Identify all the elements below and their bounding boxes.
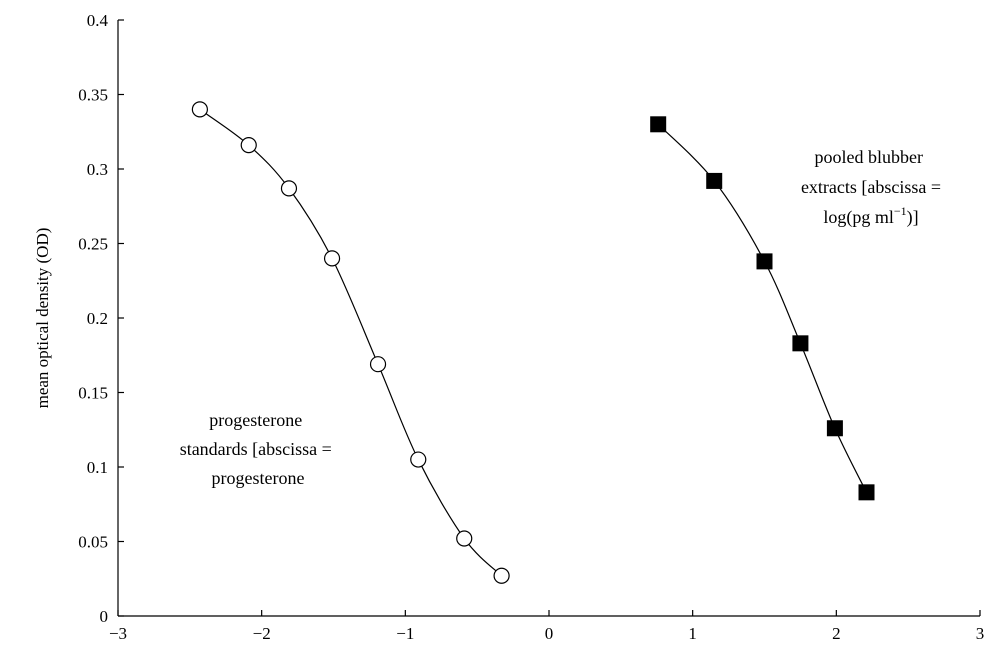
- blubber-annotation-line-2: extracts [abscissa =: [801, 177, 941, 197]
- data-point-filled-square: [827, 420, 843, 436]
- progesterone-annotation-line-2: standards [abscissa =: [180, 439, 332, 459]
- x-tick-label: 2: [832, 624, 841, 643]
- x-tick-label: −1: [396, 624, 414, 643]
- data-point-open-circle: [411, 452, 426, 467]
- y-tick-label: 0.05: [78, 533, 108, 552]
- x-tick-label: 0: [545, 624, 554, 643]
- blubber-annotation-unit: log(pg ml: [823, 207, 894, 228]
- blubber-annotation-line-3: log(pg ml−1)]: [823, 204, 918, 228]
- data-point-filled-square: [706, 173, 722, 189]
- blubber-annotation-exponent: −1: [894, 204, 907, 218]
- y-tick-label: 0.15: [78, 384, 108, 403]
- blubber-annotation-close: )]: [907, 207, 919, 228]
- y-tick-label: 0.25: [78, 235, 108, 254]
- blubber-extracts-points: [650, 116, 874, 500]
- data-point-filled-square: [792, 335, 808, 351]
- x-tick-label: 1: [688, 624, 697, 643]
- data-point-open-circle: [241, 138, 256, 153]
- progesterone-standards-curve: [200, 109, 502, 575]
- progesterone-standards-points: [192, 102, 509, 583]
- progesterone-annotation: progesterone standards [abscissa = proge…: [180, 410, 337, 488]
- y-axis-ticks: 0 0.05 0.1 0.15 0.2 0.25 0.3 0.35 0.4: [78, 11, 124, 626]
- data-point-filled-square: [650, 116, 666, 132]
- data-point-open-circle: [371, 357, 386, 372]
- data-point-filled-square: [757, 253, 773, 269]
- progesterone-annotation-line-3: progesterone: [212, 468, 305, 488]
- y-tick-label: 0.4: [87, 11, 109, 30]
- x-axis-ticks: −3 −2 −1 0 1 2 3: [109, 610, 984, 643]
- data-point-open-circle: [494, 568, 509, 583]
- y-tick-label: 0.3: [87, 160, 108, 179]
- x-tick-label: 3: [976, 624, 985, 643]
- data-point-filled-square: [859, 484, 875, 500]
- y-tick-label: 0.1: [87, 458, 108, 477]
- blubber-annotation-line-1: pooled blubber: [815, 147, 923, 167]
- y-tick-label: 0.2: [87, 309, 108, 328]
- data-point-open-circle: [192, 102, 207, 117]
- data-point-open-circle: [457, 531, 472, 546]
- y-tick-label: 0: [100, 607, 109, 626]
- x-tick-label: −2: [253, 624, 271, 643]
- y-tick-label: 0.35: [78, 86, 108, 105]
- blubber-annotation: pooled blubber extracts [abscissa =: [801, 147, 941, 197]
- data-point-open-circle: [325, 251, 340, 266]
- progesterone-annotation-line-1: progesterone: [209, 410, 302, 430]
- x-tick-label: −3: [109, 624, 127, 643]
- data-point-open-circle: [281, 181, 296, 196]
- y-axis-title: mean optical density (OD): [33, 228, 52, 409]
